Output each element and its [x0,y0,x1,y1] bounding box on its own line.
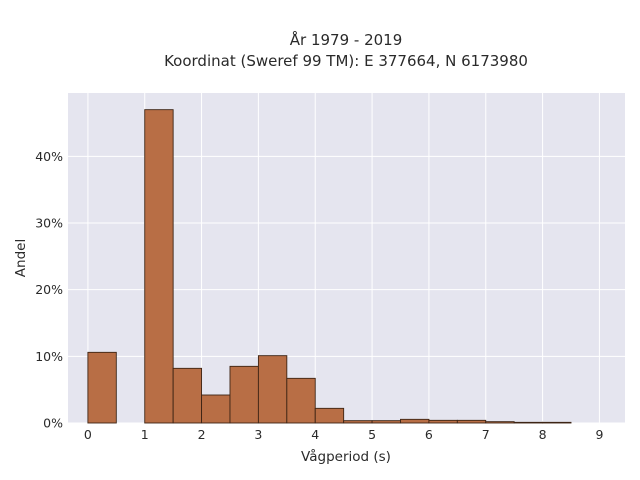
histogram-bar [428,419,458,424]
histogram-bar [456,419,487,424]
y-tick-label: 10% [35,349,63,364]
histogram-bar [172,367,203,424]
x-tick-label: 4 [311,427,319,442]
histogram-bar [286,377,316,424]
x-tick-labels: 0 1 2 3 4 5 6 7 8 9 [84,427,604,442]
histogram-bar [513,421,544,424]
histogram-bar [201,394,231,424]
x-tick-label: 1 [141,427,149,442]
y-axis-label: Andel [13,239,29,277]
x-axis-label: Vågperiod (s) [301,448,391,465]
histogram-bar [343,420,373,424]
histogram-bar [485,421,515,424]
x-tick-label: 7 [482,427,490,442]
x-tick-label: 9 [595,427,603,442]
x-tick-label: 5 [368,427,376,442]
y-tick-labels: 0% 10% 20% 30% 40% [35,149,63,431]
x-tick-label: 2 [198,427,206,442]
histogram-bar [257,355,288,424]
histogram-bar [314,407,345,424]
x-tick-label: 0 [84,427,92,442]
x-tick-label: 3 [254,427,262,442]
histogram-bar [229,365,259,424]
chart-title: År 1979 - 2019 [290,30,403,49]
histogram-bars [87,109,572,424]
histogram-bar [542,421,572,424]
x-tick-label: 6 [425,427,433,442]
histogram-bar [144,109,174,424]
histogram-bar [87,351,117,424]
y-tick-label: 40% [35,149,63,164]
histogram-bar [400,418,430,424]
y-tick-label: 0% [43,416,63,431]
y-tick-label: 20% [35,282,63,297]
histogram-bar [371,420,401,424]
x-tick-label: 8 [539,427,547,442]
y-tick-label: 30% [35,216,63,231]
chart-subtitle: Koordinat (Sweref 99 TM): E 377664, N 61… [164,52,528,70]
